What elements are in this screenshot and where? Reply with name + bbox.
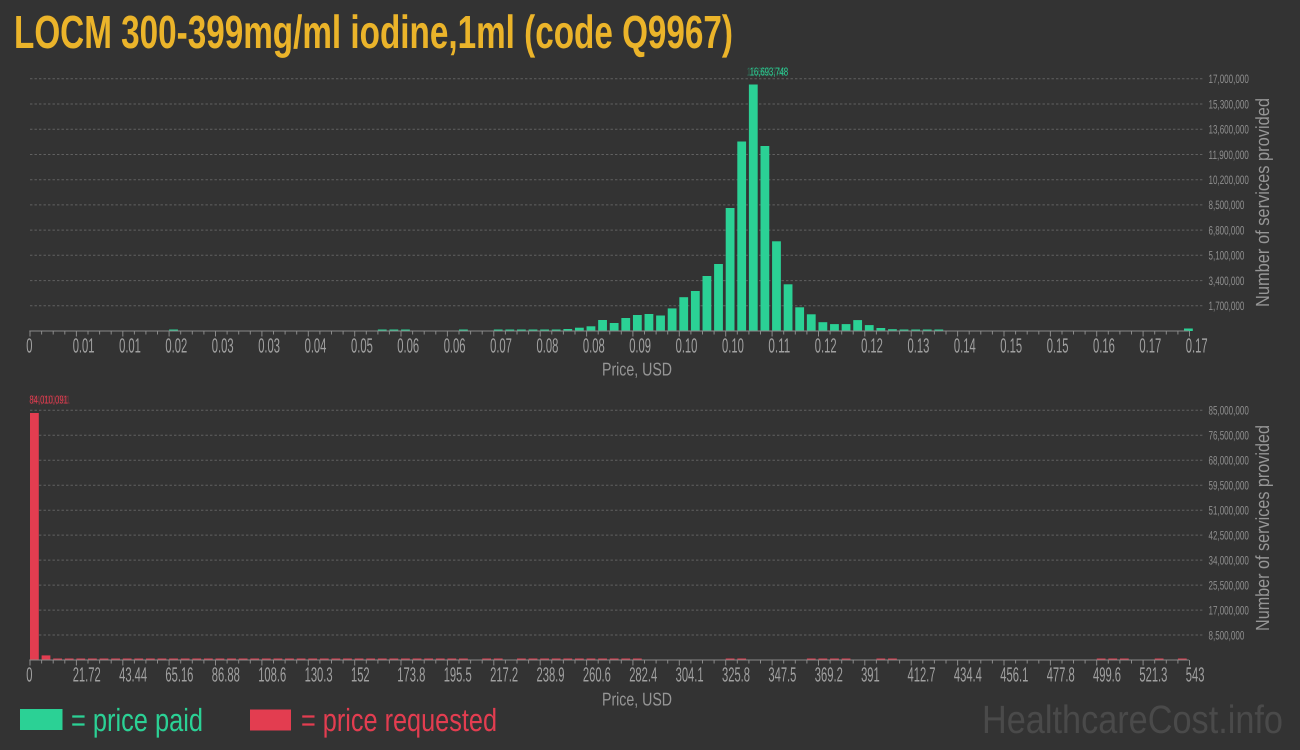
svg-text:8,500,000: 8,500,000 — [1209, 198, 1245, 212]
svg-text:5,100,000: 5,100,000 — [1209, 249, 1245, 263]
svg-text:LOCM 300-399mg/ml iodine,1ml (: LOCM 300-399mg/ml iodine,1ml (code Q9967… — [14, 6, 733, 58]
svg-text:0.01: 0.01 — [119, 335, 141, 358]
svg-text:34,000,000: 34,000,000 — [1209, 553, 1249, 567]
svg-text:499.6: 499.6 — [1093, 664, 1121, 687]
svg-text:434.4: 434.4 — [954, 664, 982, 687]
svg-text:217.2: 217.2 — [490, 664, 518, 687]
svg-text:152: 152 — [351, 664, 370, 687]
svg-text:= price requested: = price requested — [301, 702, 497, 738]
svg-text:15,300,000: 15,300,000 — [1209, 97, 1249, 111]
svg-text:HealthcareCost.info: HealthcareCost.info — [982, 698, 1283, 742]
svg-text:173.8: 173.8 — [397, 664, 425, 687]
svg-text:108.6: 108.6 — [258, 664, 286, 687]
svg-text:0: 0 — [26, 664, 32, 687]
svg-text:85,000,000: 85,000,000 — [1209, 404, 1249, 418]
svg-text:0.01: 0.01 — [73, 335, 95, 358]
svg-text:10,200,000: 10,200,000 — [1209, 173, 1249, 187]
svg-text:347.5: 347.5 — [768, 664, 796, 687]
svg-text:76,500,000: 76,500,000 — [1209, 429, 1249, 443]
svg-text:0.02: 0.02 — [165, 335, 187, 358]
svg-text:Number of services provided: Number of services provided — [1253, 98, 1274, 307]
svg-text:84,010,091: 84,010,091 — [29, 395, 68, 407]
svg-text:477.8: 477.8 — [1047, 664, 1075, 687]
svg-text:0.09: 0.09 — [629, 335, 651, 358]
svg-text:16,693,748: 16,693,748 — [747, 67, 786, 79]
svg-text:11,900,000: 11,900,000 — [1209, 148, 1249, 162]
svg-text:84,010,091: 84,010,091 — [32, 395, 70, 407]
svg-text:130.3: 130.3 — [305, 664, 333, 687]
svg-text:1,700,000: 1,700,000 — [1209, 299, 1245, 313]
svg-text:543: 543 — [1186, 664, 1205, 687]
svg-text:0.17: 0.17 — [1186, 335, 1208, 358]
svg-text:68,000,000: 68,000,000 — [1209, 454, 1249, 468]
svg-text:304.1: 304.1 — [676, 664, 704, 687]
svg-text:0.03: 0.03 — [212, 335, 234, 358]
svg-text:0.10: 0.10 — [722, 335, 744, 358]
svg-text:0.13: 0.13 — [908, 335, 930, 358]
svg-text:17,000,000: 17,000,000 — [1209, 72, 1249, 86]
svg-text:= price paid: = price paid — [71, 702, 203, 738]
svg-text:16,693,748: 16,693,748 — [750, 67, 789, 79]
svg-text:Price, USD: Price, USD — [602, 689, 672, 710]
svg-text:0.11: 0.11 — [768, 335, 790, 358]
svg-text:282.4: 282.4 — [629, 664, 657, 687]
svg-text:391: 391 — [861, 664, 880, 687]
svg-text:6,800,000: 6,800,000 — [1209, 223, 1245, 237]
svg-text:412.7: 412.7 — [908, 664, 936, 687]
svg-text:369.2: 369.2 — [815, 664, 843, 687]
svg-text:195.5: 195.5 — [444, 664, 472, 687]
svg-text:13,600,000: 13,600,000 — [1209, 123, 1249, 137]
svg-text:0.16: 0.16 — [1093, 335, 1115, 358]
svg-text:3,400,000: 3,400,000 — [1209, 274, 1245, 288]
svg-text:Price, USD: Price, USD — [602, 359, 672, 380]
svg-text:0.07: 0.07 — [490, 335, 512, 358]
svg-text:17,000,000: 17,000,000 — [1209, 603, 1249, 617]
svg-text:0.06: 0.06 — [397, 335, 419, 358]
svg-text:86.88: 86.88 — [212, 664, 240, 687]
svg-text:8,500,000: 8,500,000 — [1209, 628, 1245, 642]
svg-text:0.08: 0.08 — [537, 335, 559, 358]
svg-text:21.72: 21.72 — [73, 664, 101, 687]
svg-text:521.3: 521.3 — [1139, 664, 1167, 687]
svg-text:0: 0 — [26, 335, 32, 358]
svg-text:42,500,000: 42,500,000 — [1209, 528, 1249, 542]
svg-text:238.9: 238.9 — [537, 664, 565, 687]
svg-text:0.04: 0.04 — [305, 335, 327, 358]
svg-text:0.06: 0.06 — [444, 335, 466, 358]
svg-text:0.12: 0.12 — [815, 335, 837, 358]
svg-text:0.17: 0.17 — [1139, 335, 1161, 358]
svg-text:0.08: 0.08 — [583, 335, 605, 358]
svg-text:0.10: 0.10 — [676, 335, 698, 358]
svg-text:Number of services provided: Number of services provided — [1253, 425, 1274, 631]
svg-text:0.12: 0.12 — [861, 335, 883, 358]
svg-text:0.14: 0.14 — [954, 335, 976, 358]
svg-text:59,500,000: 59,500,000 — [1209, 479, 1249, 493]
svg-text:43.44: 43.44 — [119, 664, 147, 687]
svg-text:0.03: 0.03 — [258, 335, 280, 358]
svg-text:456.1: 456.1 — [1000, 664, 1028, 687]
svg-text:0.05: 0.05 — [351, 335, 373, 358]
svg-text:51,000,000: 51,000,000 — [1209, 504, 1249, 518]
svg-text:0.15: 0.15 — [1047, 335, 1069, 358]
svg-text:325.8: 325.8 — [722, 664, 750, 687]
svg-text:65.16: 65.16 — [165, 664, 193, 687]
svg-text:0.15: 0.15 — [1000, 335, 1022, 358]
svg-text:260.6: 260.6 — [583, 664, 611, 687]
svg-text:25,500,000: 25,500,000 — [1209, 578, 1249, 592]
